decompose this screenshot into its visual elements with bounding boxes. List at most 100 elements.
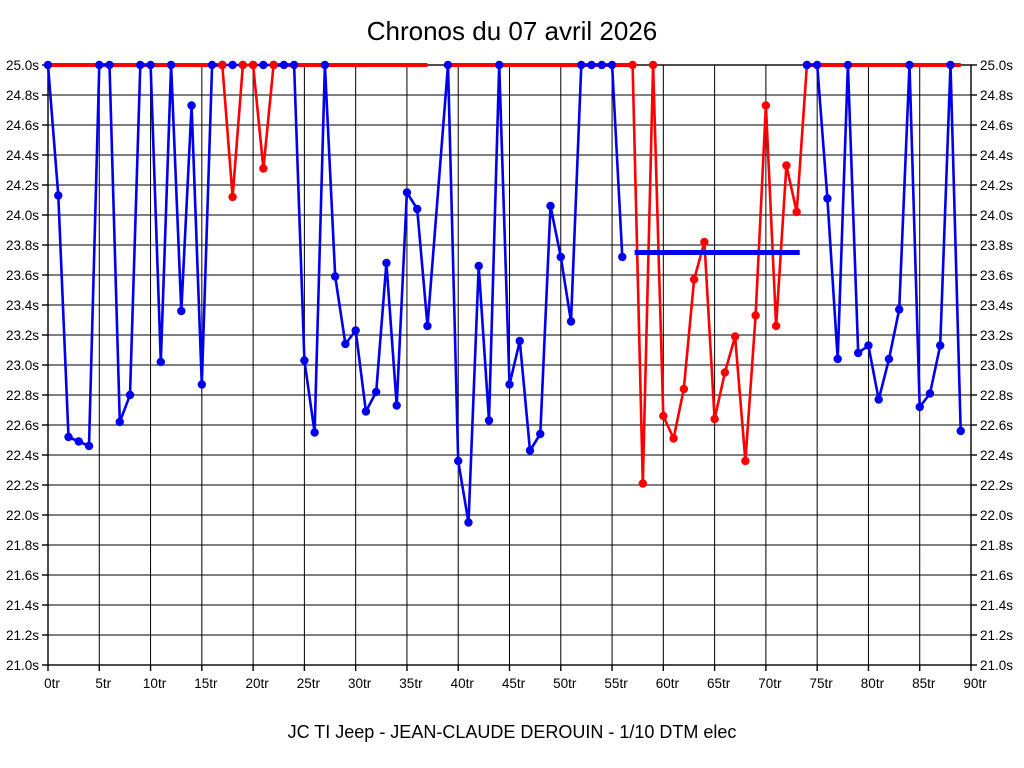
y-tick-label-left: 22.2s [6, 478, 39, 493]
blue-driver-point [464, 518, 473, 527]
x-tick-label: 5tr [95, 676, 111, 691]
red-driver-point [269, 60, 278, 70]
red-driver-point [679, 384, 689, 394]
x-tick-label: 20tr [245, 676, 269, 691]
y-tick-label-right: 22.8s [980, 388, 1013, 403]
blue-driver-point [495, 60, 504, 70]
red-driver-point [710, 414, 719, 424]
blue-driver-point [946, 60, 955, 70]
blue-driver-point [577, 60, 586, 70]
red-driver-point [792, 207, 801, 217]
x-tick-label: 30tr [348, 676, 372, 691]
blue-driver-line [46, 63, 624, 524]
x-tick-label: 15tr [194, 676, 218, 691]
blue-driver-point [423, 321, 432, 331]
blue-driver-point [597, 60, 606, 70]
blue-driver-point [115, 417, 124, 427]
y-tick-label-left: 21.0s [6, 658, 39, 673]
blue-driver-point [330, 272, 340, 281]
y-tick-label-left: 22.6s [6, 418, 39, 433]
blue-driver-point [259, 60, 268, 70]
blue-driver-point [536, 429, 545, 439]
red-driver-point [700, 237, 709, 247]
red-driver-point [782, 161, 791, 170]
x-tick-label: 50tr [553, 676, 577, 691]
x-tick-label: 45tr [502, 676, 526, 691]
blue-driver-point [392, 401, 401, 410]
x-tick-label: 10tr [143, 676, 167, 691]
y-tick-label-left: 23.8s [6, 238, 39, 253]
red-driver-point [238, 60, 248, 70]
blue-driver-point [587, 60, 596, 70]
y-tick-label-left: 25.0s [6, 58, 39, 73]
y-tick-label-left: 21.8s [6, 538, 39, 553]
blue-driver-point [915, 402, 924, 412]
blue-driver-point [556, 252, 565, 262]
red-driver-point [628, 60, 637, 70]
blue-driver-point [300, 356, 309, 365]
x-tick-label: 40tr [451, 676, 475, 691]
y-tick-label-left: 21.4s [6, 598, 39, 613]
x-tick-label: 0tr [44, 676, 60, 691]
blue-driver-point [566, 317, 576, 326]
y-tick-label-right: 22.2s [980, 478, 1013, 493]
red-driver-line [631, 63, 809, 485]
y-tick-label-left: 24.0s [6, 208, 39, 223]
y-tick-label-right: 24.0s [980, 208, 1013, 223]
blue-driver-point [156, 357, 166, 367]
blue-driver-point [197, 380, 207, 389]
blue-driver-point [43, 60, 53, 70]
y-tick-label-left: 24.8s [6, 88, 39, 103]
red-driver-point [730, 332, 740, 341]
red-driver-point [771, 321, 781, 331]
y-tick-label-right: 21.2s [980, 628, 1013, 643]
blue-driver-point [505, 380, 514, 389]
red-driver-point [248, 60, 258, 70]
y-tick-label-right: 23.8s [980, 238, 1013, 253]
y-tick-label-left: 23.4s [6, 298, 39, 313]
y-tick-label-right: 24.2s [980, 178, 1013, 193]
blue-driver-point [833, 354, 842, 364]
blue-driver-point [515, 336, 524, 346]
blue-driver-point [884, 354, 894, 364]
blue-driver-point [925, 389, 935, 398]
y-tick-label-left: 21.2s [6, 628, 39, 643]
blue-driver-point [136, 60, 145, 70]
blue-driver-point [936, 341, 945, 350]
blue-driver-point [413, 204, 422, 214]
red-driver-line [221, 63, 275, 199]
red-driver-point [218, 60, 227, 70]
y-tick-label-left: 24.6s [6, 118, 39, 133]
y-tick-label-right: 21.0s [980, 658, 1013, 673]
blue-driver-point [823, 194, 832, 203]
red-driver-point [259, 164, 268, 173]
red-driver-point [648, 60, 658, 70]
y-tick-label-right: 22.0s [980, 508, 1013, 523]
y-tick-label-left: 23.0s [6, 358, 39, 373]
y-tick-label-left: 22.8s [6, 388, 39, 403]
x-tick-label: 80tr [861, 676, 885, 691]
blue-driver-point [125, 390, 135, 400]
blue-driver-point [177, 306, 186, 316]
y-tick-label-right: 25.0s [980, 58, 1013, 73]
blue-driver-point [864, 341, 873, 350]
x-tick-label: 55tr [604, 676, 628, 691]
blue-driver-point [443, 60, 453, 70]
x-tick-label: 25tr [297, 676, 321, 691]
blue-driver-point [402, 188, 412, 197]
blue-driver-point [228, 60, 237, 70]
x-tick-label: 90tr [963, 676, 987, 691]
y-tick-label-left: 24.4s [6, 148, 39, 163]
y-tick-label-right: 24.8s [980, 88, 1013, 103]
blue-driver-point [64, 432, 73, 442]
blue-driver-point [802, 60, 812, 70]
blue-driver-point [382, 258, 391, 268]
y-tick-label-left: 22.0s [6, 508, 39, 523]
x-tick-label: 85tr [912, 676, 936, 691]
red-driver-point [228, 192, 237, 202]
y-tick-label-left: 23.2s [6, 328, 39, 343]
blue-driver-point [853, 348, 863, 358]
blue-driver-point [484, 416, 494, 425]
